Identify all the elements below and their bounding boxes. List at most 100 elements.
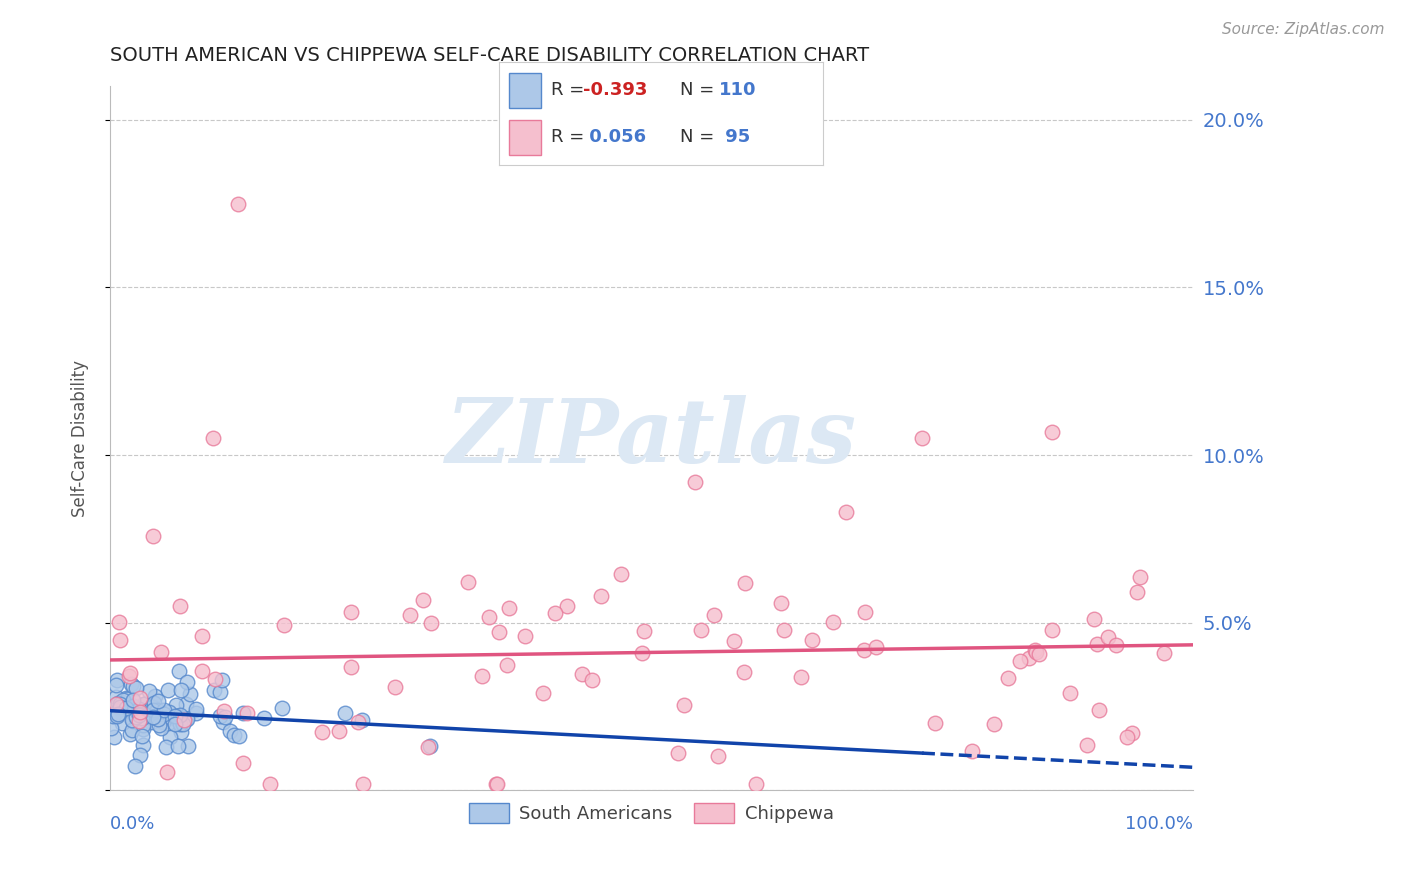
Point [960,744,983,758]
Point [157,683,180,698]
Point [485,777,508,791]
Point [184,706,207,720]
Point [134,698,156,712]
Point [122,714,145,728]
Point [1153,646,1175,660]
Point [138,684,160,698]
Point [110,695,132,709]
Point [581,673,603,687]
Point [167,739,190,753]
Point [790,670,813,684]
Text: ZIPatlas: ZIPatlas [446,395,856,482]
Point [419,739,441,753]
Point [486,777,509,791]
Point [412,592,434,607]
Point [129,691,152,706]
Point [111,715,134,730]
Point [531,686,554,700]
Point [352,777,374,791]
Point [155,740,177,755]
Point [165,708,187,723]
Point [347,714,370,729]
Point [1008,654,1031,668]
Point [176,674,198,689]
Point [1076,738,1098,752]
Point [128,714,150,728]
Point [155,710,177,724]
Point [610,567,633,582]
Point [129,706,152,721]
Point [723,634,745,648]
Point [115,700,138,714]
Point [132,722,155,736]
Point [471,668,494,682]
Point [177,739,200,753]
Point [146,703,169,717]
Point [142,528,165,542]
Text: 100.0%: 100.0% [1125,815,1192,833]
Text: R =: R = [551,81,591,99]
Point [138,706,160,720]
Point [853,643,876,657]
Point [122,692,145,706]
Text: Source: ZipAtlas.com: Source: ZipAtlas.com [1222,22,1385,37]
Point [146,712,169,726]
Point [152,714,174,729]
Point [259,777,281,791]
Point [340,659,363,673]
Point [125,681,148,695]
Point [169,707,191,722]
Text: N =: N = [681,128,720,146]
Point [384,680,406,694]
Point [107,615,129,629]
Point [703,607,725,622]
Point [666,746,689,760]
Point [157,705,180,719]
Point [120,727,142,741]
Point [120,677,142,691]
Point [399,608,422,623]
Point [191,629,214,643]
Point [131,711,153,725]
Point [184,701,207,715]
Point [226,196,249,211]
Text: N =: N = [681,81,720,99]
Point [270,700,292,714]
Point [204,672,226,686]
Point [457,575,479,590]
Point [1129,570,1152,584]
Point [174,697,197,711]
Point [122,699,145,714]
Point [176,712,198,726]
Point [228,729,250,743]
Point [170,725,193,739]
Point [148,713,170,727]
Point [152,703,174,717]
Text: 95: 95 [718,128,751,146]
Point [124,700,146,714]
Point [1121,726,1143,740]
Point [224,728,246,742]
Point [121,699,143,714]
Y-axis label: Self-Care Disability: Self-Care Disability [72,359,89,516]
Point [690,623,713,637]
Point [683,475,706,489]
Point [166,709,188,723]
Point [105,709,128,723]
Point [124,701,146,715]
Point [104,706,127,721]
Text: 0.0%: 0.0% [110,815,156,833]
Point [143,689,166,703]
Point [172,716,194,731]
Point [125,702,148,716]
Point [235,706,257,721]
Point [734,576,756,591]
Point [232,706,254,720]
Point [115,692,138,706]
Point [835,505,858,519]
Point [191,665,214,679]
Point [340,605,363,619]
Point [105,673,128,687]
Point [128,704,150,718]
Point [1083,611,1105,625]
